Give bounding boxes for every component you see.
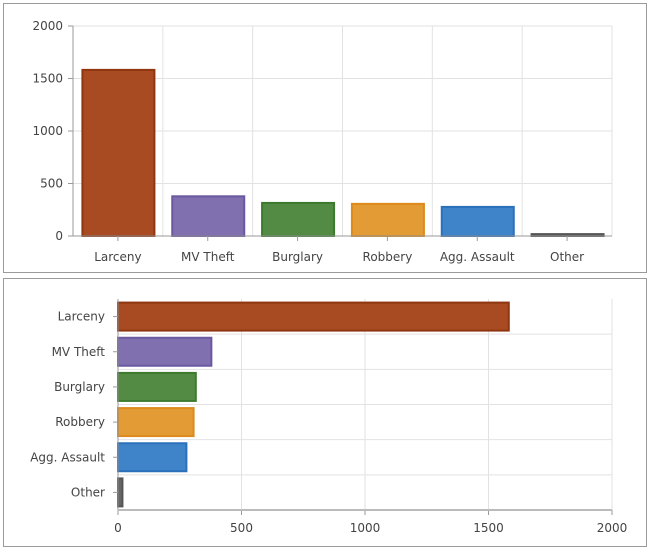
x-tick-label: Agg. Assault: [440, 250, 515, 264]
x-tick-label: Burglary: [272, 250, 323, 264]
bar-burglary: [117, 371, 197, 402]
bar-other: [117, 477, 124, 508]
y-tick-label: Other: [71, 485, 105, 499]
y-tick-label: MV Theft: [52, 345, 106, 359]
y-tick-label: Robbery: [55, 415, 105, 429]
bar-burglary: [261, 201, 336, 238]
bar-agg-assault: [440, 205, 515, 237]
x-tick-label: 0: [114, 521, 122, 535]
x-tick-label: Larceny: [94, 250, 141, 264]
x-tick-label: Robbery: [363, 250, 413, 264]
bar-mv-theft: [117, 336, 213, 367]
x-tick-label: 1000: [350, 521, 381, 535]
x-tick-label: 1500: [473, 521, 504, 535]
y-tick-label: 1500: [32, 72, 63, 86]
bar-agg-assault: [117, 442, 188, 473]
horizontal-bar-chart-panel: 0 500 1000 1500 2000 Larceny MV Theft Burglary R…: [3, 278, 647, 547]
bar-robbery: [350, 202, 425, 237]
y-tick-label: Burglary: [54, 380, 105, 394]
x-tick-label: MV Theft: [181, 250, 235, 264]
y-tick-label: 1000: [32, 124, 63, 138]
y-tick-label: 2000: [32, 19, 63, 33]
y-tick-label: 0: [55, 229, 63, 243]
y-tick-label: 500: [40, 177, 63, 191]
bar-larceny: [117, 301, 510, 332]
x-tick-label: 2000: [597, 521, 628, 535]
vertical-bar-chart: 0 500 1000 1500 2000 Larceny MV Theft Burglary R…: [32, 19, 613, 264]
x-tick-label: Other: [550, 250, 584, 264]
bar-larceny: [81, 68, 156, 237]
bar-robbery: [117, 407, 195, 438]
vertical-bar-chart-panel: 0 500 1000 1500 2000 Larceny MV Theft Burglary R…: [3, 3, 647, 273]
y-tick-label: Agg. Assault: [30, 450, 105, 464]
bar-mv-theft: [171, 195, 246, 237]
horizontal-bar-chart: 0 500 1000 1500 2000 Larceny MV Theft Burglary R…: [30, 299, 628, 535]
x-tick-label: 500: [230, 521, 253, 535]
y-tick-label: Larceny: [58, 310, 105, 324]
